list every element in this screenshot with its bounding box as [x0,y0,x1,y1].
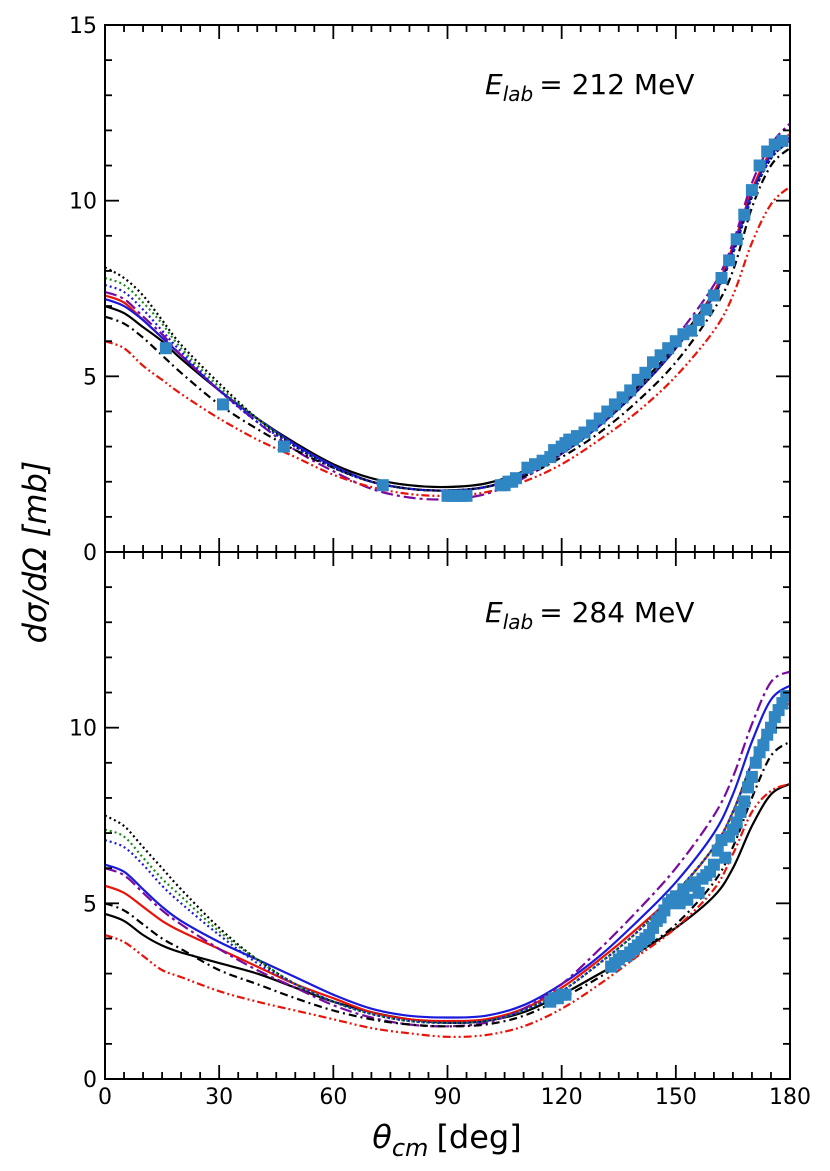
panel-284-annotation-var: E [485,596,503,629]
panel-212-data-points [159,134,789,502]
x-tick-label: 30 [205,1085,233,1110]
panel-212-annotation-rest: = 212 MeV [539,68,694,101]
panel-284-frame [104,551,791,1080]
panel-284-model-solid-red [105,702,790,1023]
panel-284-model-solid-blue [105,684,790,1019]
panel-212-data-point [723,254,736,267]
panel-284-y-tick-label: 0 [83,1068,97,1093]
panel-212-data-point [700,303,713,316]
panel-212-y-tick-label: 15 [69,14,97,39]
panel-212-data-point [460,489,473,502]
panel-212-data-point [745,184,758,197]
panel-284-data-point [707,858,720,871]
panel-212-data-point [624,384,637,397]
x-axis-title-symbol: θ [372,1118,392,1156]
panel-212-model-dashdot-black [105,147,790,492]
x-tick-label: 180 [769,1085,811,1110]
panel-212-model-dotted-blue [105,140,790,492]
panel-elab-284: 0 5 10 Elab = 284 MeV [69,551,791,1093]
panel-212-data-point [376,479,389,492]
x-axis-title-unit: [deg] [436,1118,521,1156]
panel-212-data-point [707,289,720,302]
panel-284-data-point [692,886,705,899]
panel-284-annotation-sub: lab [503,610,534,634]
panel-212-y-tick-label: 5 [83,365,97,390]
x-tick-label: 60 [319,1085,347,1110]
panel-284-data-point [719,851,732,864]
panel-284-data-point [749,756,762,769]
y-axis-title: dσ/dΩ [mb] [16,461,54,644]
panel-212-data-point [217,398,229,411]
panel-212-annotation-sub: lab [503,82,534,106]
panel-284-model-dotted-green [105,705,790,1024]
panel-212-model-solid-black [105,136,790,489]
panel-212-y-tick-label: 10 [69,190,97,215]
panel-284-data-point [757,739,770,752]
x-tick-label: 90 [434,1085,462,1110]
panel-elab-212: 0 5 10 15 Elab = 212 MeV [69,14,791,566]
panel-284-data-point [765,721,777,734]
x-axis-title: θcm [deg] [372,1118,521,1162]
panel-284-y-tick-label: 10 [69,717,97,742]
panel-212-data-point [639,366,652,379]
panel-284-data-point [738,795,751,808]
x-tick-labels: 0 30 60 90 120 150 180 [98,1085,811,1110]
panel-284-data-point [730,816,743,829]
panel-284-data-point [742,781,755,794]
panel-212-model-solid-blue [105,136,790,492]
panel-284-series [105,670,790,1038]
panel-212-frame [104,24,791,553]
panel-212-model-solid-red [105,133,790,492]
panel-212-data-point [692,314,705,327]
panel-284-annotation-rest: = 284 MeV [539,596,694,629]
y-axis-title-text: dσ/dΩ [mb] [16,461,54,644]
x-tick-label: 0 [98,1085,112,1110]
panel-212-annotation-var: E [485,68,503,101]
panel-212-model-dashdot-purple [105,122,790,501]
x-tick-label: 150 [655,1085,697,1110]
panel-212-model-dotted-black [105,140,790,492]
panel-284-model-dashdot-purple [105,670,790,1028]
panel-284-data-points [544,690,790,1008]
x-tick-label: 120 [541,1085,583,1110]
panel-284-annotation: Elab = 284 MeV [485,596,694,634]
panel-212-data-point [277,440,290,453]
panel-284-model-dotted-blue [105,705,790,1024]
panel-212-data-point [753,159,766,172]
panel-212-model-dashdotdot-red [105,185,790,497]
panel-212-y-tick-label: 0 [83,541,97,566]
panel-284-y-tick-label: 5 [83,892,97,917]
panel-284-data-point [681,893,694,906]
panel-284-data-point [780,690,790,702]
panel-212-data-point [715,272,728,284]
x-axis-title-sub: cm [392,1134,429,1162]
panel-284-data-point [734,806,747,818]
panel-212-ticks: 0 5 10 15 [69,14,791,566]
panel-212-data-point [730,233,743,246]
panel-284-data-point [559,988,572,1001]
panel-284-model-dashdotdot-red [105,782,790,1038]
panel-212-series [105,122,790,501]
panel-212-data-point [738,208,751,221]
panel-212-data-point [159,342,172,355]
panel-212-model-dotted-green [105,140,790,492]
panel-212-data-point [685,324,698,337]
panel-284-ticks: 0 5 10 [69,551,791,1093]
panel-212-annotation: Elab = 212 MeV [485,68,694,106]
panel-284-model-dotted-black [105,705,790,1024]
panel-212-data-point [776,134,789,147]
panel-284-data-point [745,770,758,783]
panel-212-data-point [510,472,522,485]
